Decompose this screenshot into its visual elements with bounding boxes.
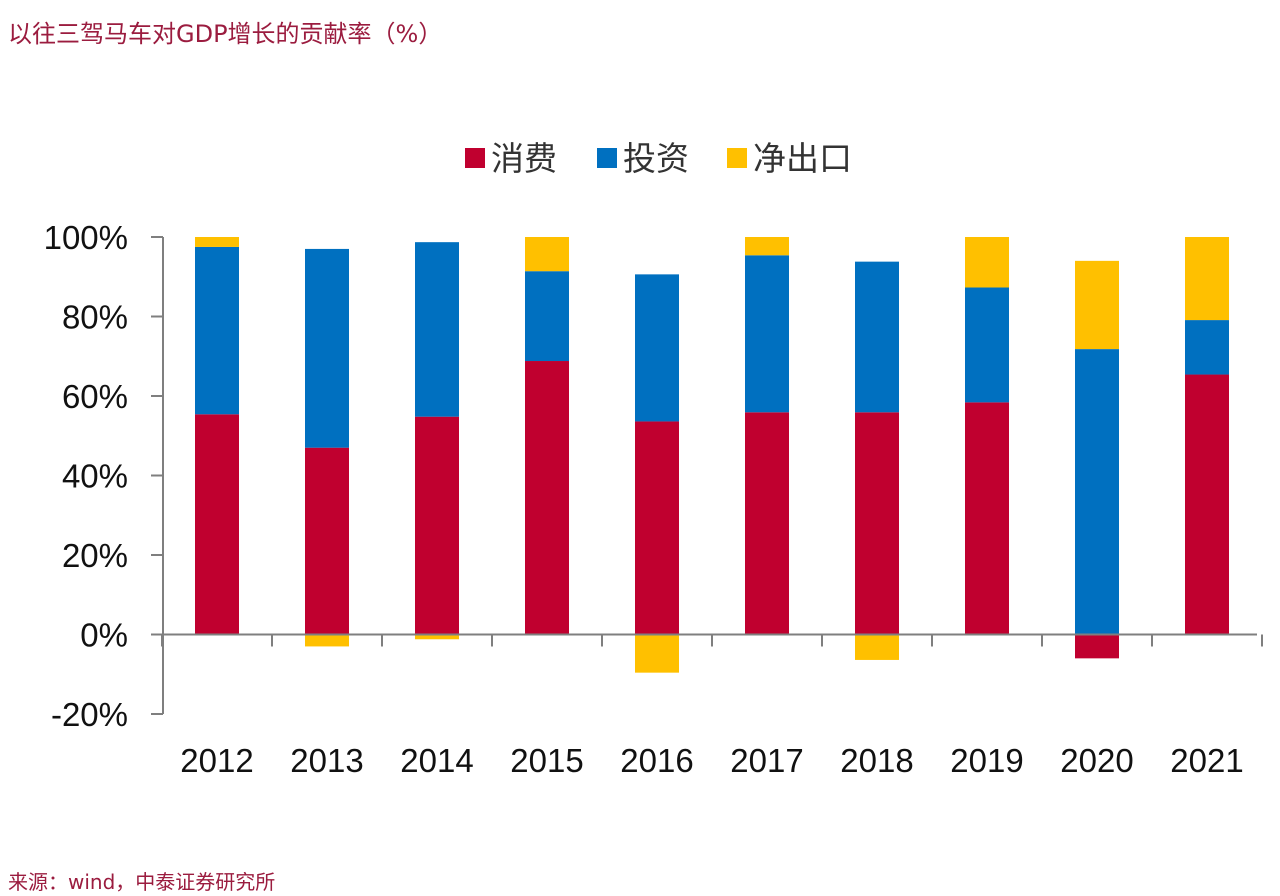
legend-label: 净出口 xyxy=(753,139,852,178)
bar-segment-2020-净出口 xyxy=(1075,260,1119,350)
page-title: 以往三驾马车对GDP增长的贡献率（%） xyxy=(8,20,443,48)
x-tick-label: 2014 xyxy=(400,742,473,779)
y-tick-label: 60% xyxy=(62,378,128,415)
bar-segment-2016-消费 xyxy=(635,421,679,635)
bar-segment-2018-消费 xyxy=(855,412,899,635)
bar-segment-2015-净出口 xyxy=(525,237,569,272)
y-tick-label: 80% xyxy=(62,299,128,336)
x-tick-label: 2019 xyxy=(950,742,1023,779)
y-tick-label: 40% xyxy=(62,458,128,495)
bar-segment-2015-消费 xyxy=(525,361,569,635)
bar-segment-2014-投资 xyxy=(415,242,459,417)
chart-legend: 消费 投资 净出口 xyxy=(465,139,852,178)
stacked-bar-chart: 消费 投资 净出口 100%80%60%40%20%0%-20% 2012 2013 2… xyxy=(44,139,1263,779)
chart-bars xyxy=(195,237,1229,673)
legend-swatch xyxy=(465,148,485,168)
x-tick-label: 2015 xyxy=(510,742,583,779)
bar-segment-2016-投资 xyxy=(635,274,679,422)
bar-segment-2018-净出口 xyxy=(855,634,899,660)
x-tick-label: 2016 xyxy=(620,742,693,779)
bar-segment-2019-投资 xyxy=(965,287,1009,403)
y-tick-label: 0% xyxy=(80,617,128,654)
x-tick-label: 2017 xyxy=(730,742,803,779)
y-tick-label: -20% xyxy=(51,696,128,733)
bar-segment-2020-投资 xyxy=(1075,349,1119,635)
legend-label: 消费 xyxy=(491,139,557,178)
x-tick-label: 2012 xyxy=(180,742,253,779)
x-tick-label: 2018 xyxy=(840,742,913,779)
legend-label: 投资 xyxy=(623,139,689,178)
bar-segment-2017-投资 xyxy=(745,255,789,413)
source-note: 来源：wind，中泰证券研究所 xyxy=(8,870,276,894)
bar-segment-2019-净出口 xyxy=(965,237,1009,288)
legend-swatch xyxy=(727,148,747,168)
y-tick-label: 100% xyxy=(44,219,128,256)
bar-segment-2014-净出口 xyxy=(415,634,459,640)
bar-segment-2021-投资 xyxy=(1185,320,1229,375)
bar-segment-2021-消费 xyxy=(1185,374,1229,635)
chart-axes xyxy=(151,236,1263,715)
bar-segment-2015-投资 xyxy=(525,271,569,362)
bar-segment-2021-净出口 xyxy=(1185,237,1229,321)
bar-segment-2019-消费 xyxy=(965,402,1009,635)
bar-segment-2014-消费 xyxy=(415,416,459,635)
x-tick-label: 2020 xyxy=(1060,742,1133,779)
bar-segment-2012-消费 xyxy=(195,414,239,635)
bar-segment-2018-投资 xyxy=(855,261,899,413)
x-axis-tick-labels: 2012 2013 2014 2015 2016 2017 2018 2019 2020 2021 xyxy=(180,742,1243,779)
legend-swatch xyxy=(597,148,617,168)
x-tick-label: 2013 xyxy=(290,742,363,779)
bar-segment-2013-净出口 xyxy=(305,634,349,647)
bar-segment-2012-净出口 xyxy=(195,237,239,247)
bar-segment-2017-消费 xyxy=(745,412,789,635)
bar-segment-2013-消费 xyxy=(305,447,349,635)
bar-segment-2016-净出口 xyxy=(635,634,679,673)
y-axis-tick-labels: 100% 80% 60% 40% 20% 0% -20% xyxy=(44,219,128,733)
bar-segment-2012-投资 xyxy=(195,246,239,415)
bar-segment-2020-消费 xyxy=(1075,634,1119,659)
x-tick-label: 2021 xyxy=(1170,742,1243,779)
bar-segment-2017-净出口 xyxy=(745,237,789,256)
y-tick-label: 20% xyxy=(62,537,128,574)
bar-segment-2013-投资 xyxy=(305,248,349,448)
